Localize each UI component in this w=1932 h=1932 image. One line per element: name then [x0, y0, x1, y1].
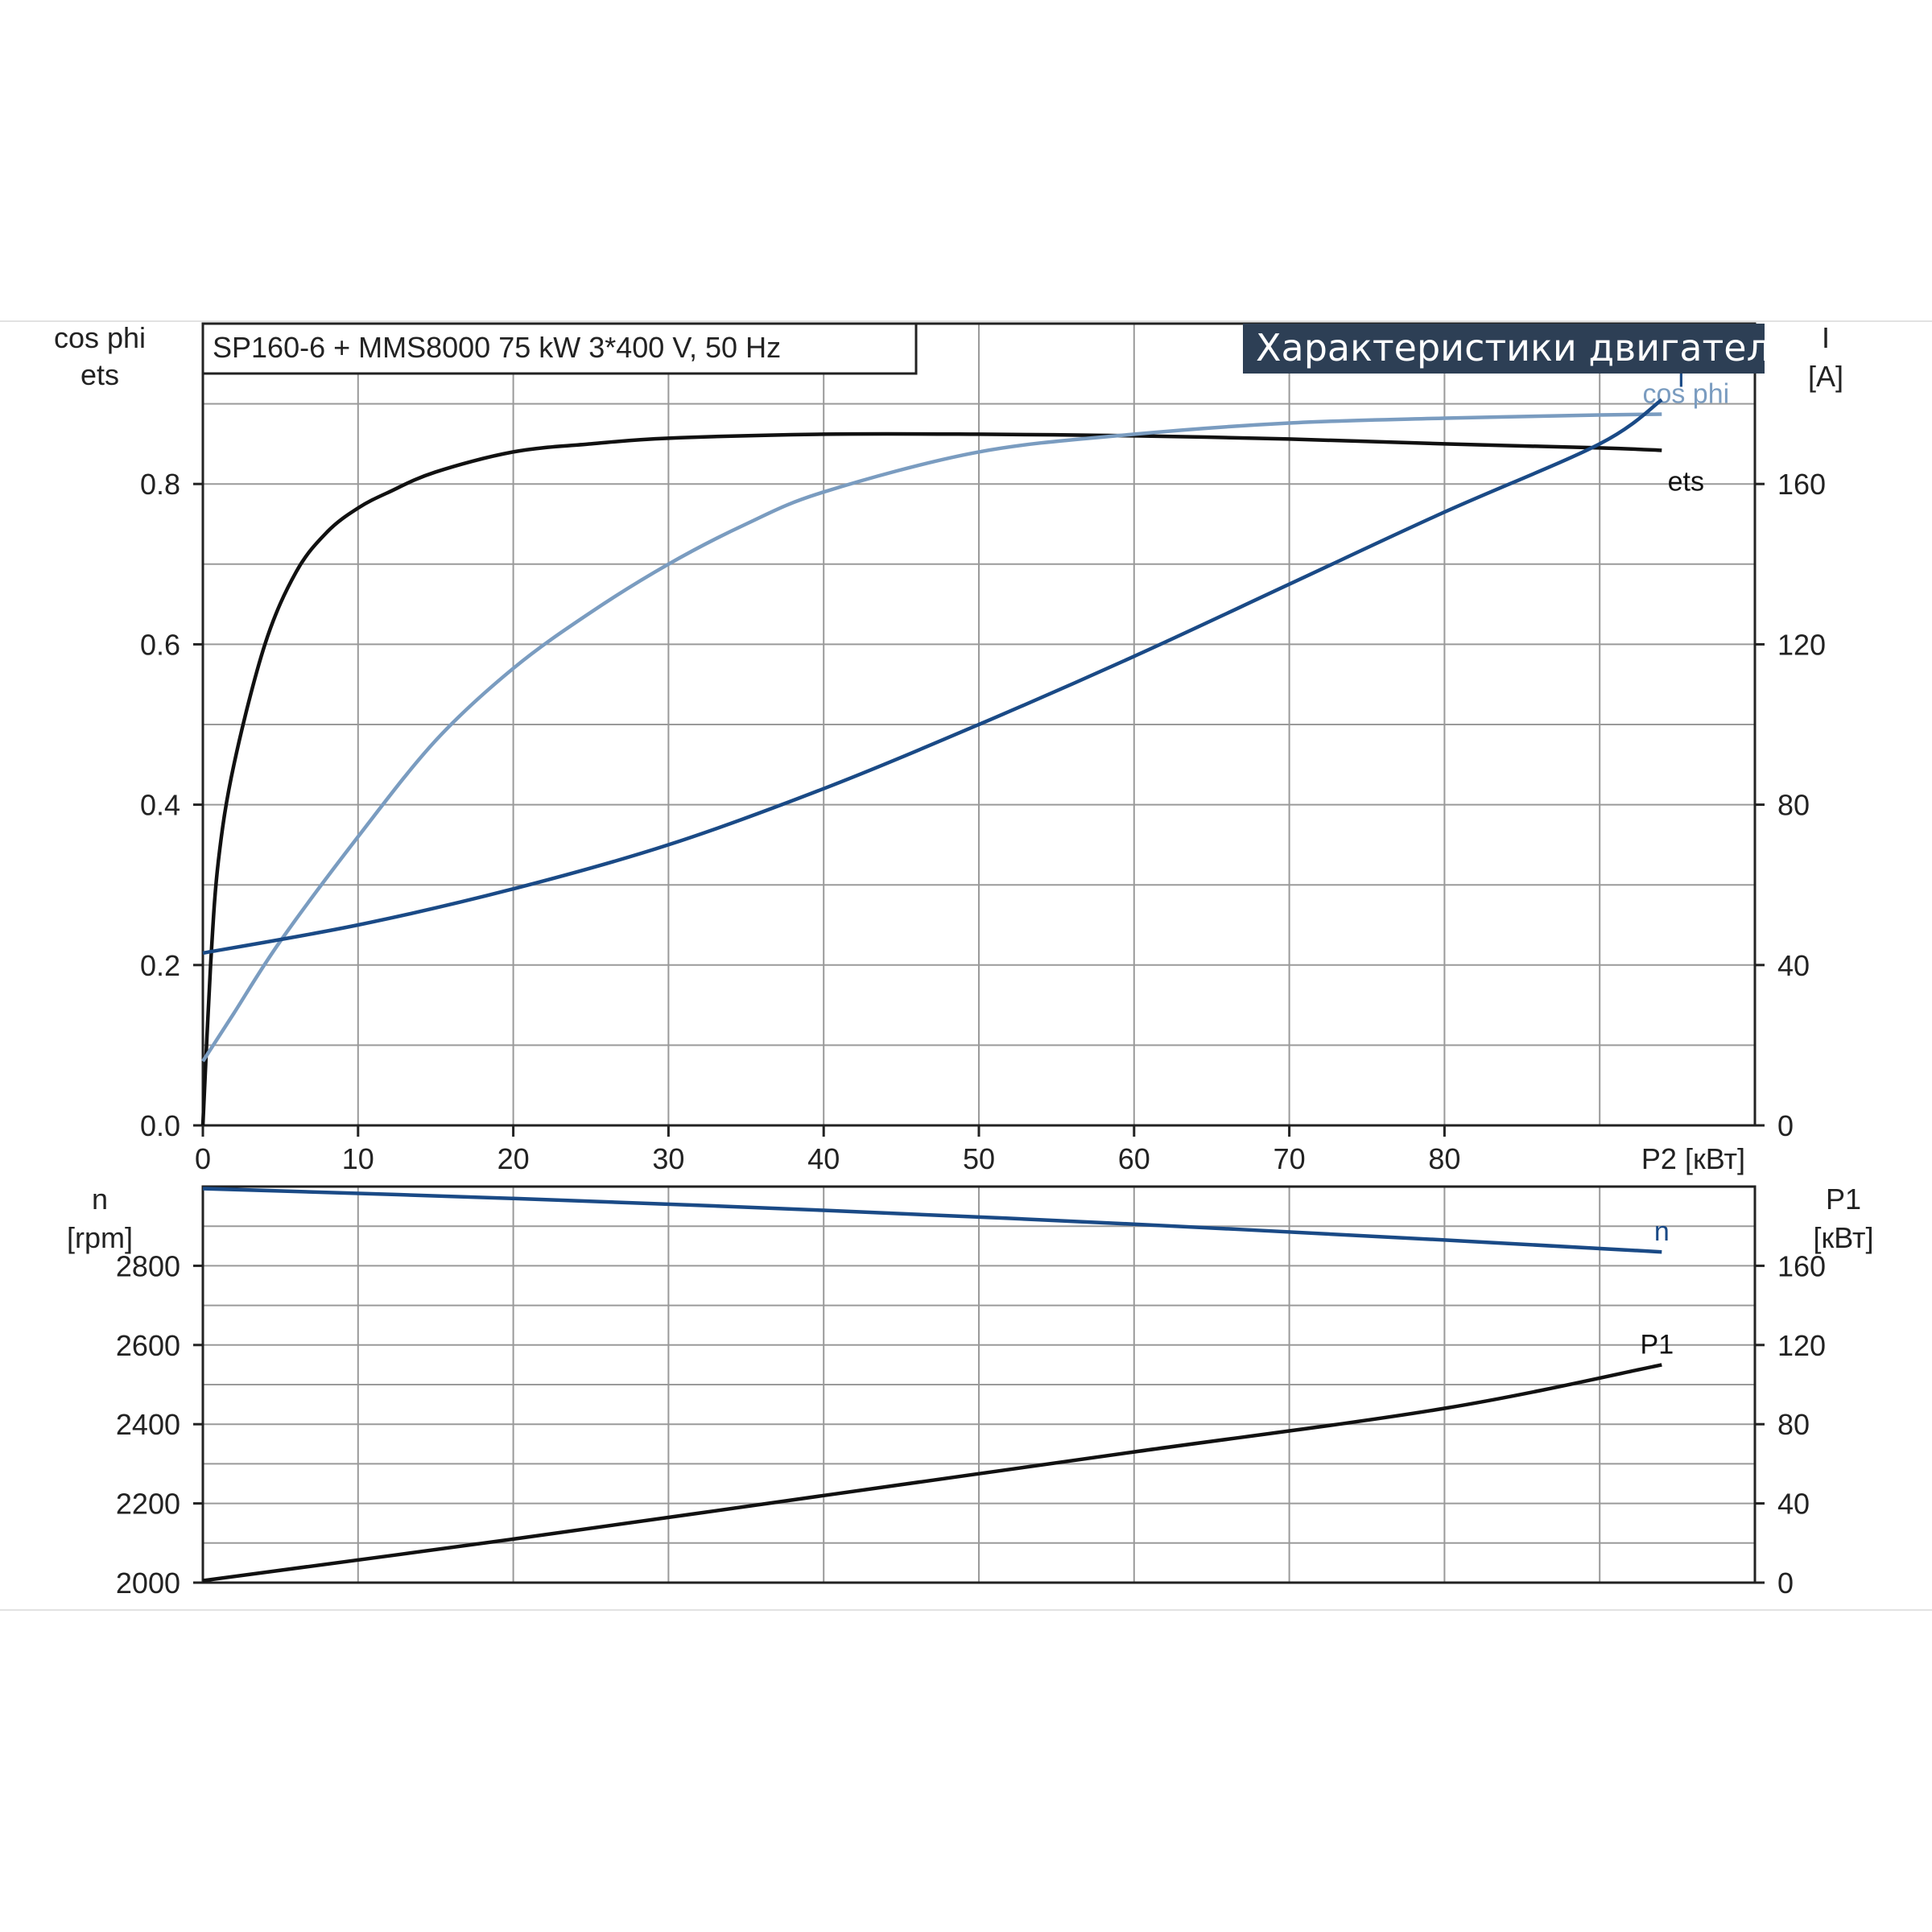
x-tick-label: 10	[342, 1142, 374, 1175]
left-tick-label: 0.4	[140, 789, 180, 822]
left-axis-label-line1: cos phi	[54, 321, 146, 354]
left-tick-label: 2400	[116, 1408, 180, 1441]
top-plot-grid	[203, 324, 1755, 1125]
right-tick-label: 120	[1777, 628, 1826, 661]
x-tick-label: 80	[1428, 1142, 1460, 1175]
x-tick-label: 30	[652, 1142, 684, 1175]
left-tick-label: 0.6	[140, 628, 180, 661]
bottom-plot-ticks: 2000 2200 2400 2600 2800 0 40 80 120 160	[116, 1249, 1826, 1600]
series-ets-label: ets	[1668, 466, 1704, 497]
series-ets-line	[200, 431, 1662, 1126]
bottom-plot-curves: n P1	[202, 1187, 1674, 1583]
left-tick-label: 2600	[116, 1329, 180, 1362]
top-plot-ticks: 0.0 0.2 0.4 0.6 0.8 0 40 80 120 160 0 10 20 30 40 50 60 7…	[140, 468, 1826, 1175]
right-tick-label: 160	[1777, 1249, 1826, 1282]
x-axis-label: P2 [кВт]	[1641, 1142, 1745, 1175]
left-tick-label: 0.8	[140, 468, 180, 501]
x-tick-label: 60	[1118, 1142, 1150, 1175]
left-tick-label: 0.0	[140, 1109, 180, 1142]
bottom-plot-grid	[203, 1187, 1755, 1583]
series-n-line	[202, 1187, 1662, 1254]
x-tick-label: 40	[807, 1142, 840, 1175]
x-tick-label: 50	[963, 1142, 995, 1175]
subtitle: SP160-6 + MMS8000 75 kW 3*400 V, 50 Hz	[213, 331, 781, 364]
n-axis-label-line2: [rpm]	[67, 1221, 133, 1254]
bottom-plot-frame	[201, 1185, 1757, 1584]
left-tick-label: 2200	[116, 1488, 180, 1521]
series-p1-label: P1	[1641, 1329, 1674, 1360]
subtitle-box	[201, 322, 918, 375]
banner-title: Характеристики двигателя	[1256, 326, 1793, 369]
right-tick-label: 80	[1777, 789, 1810, 822]
series-i-line	[202, 398, 1663, 956]
left-tick-label: 0.2	[140, 949, 180, 982]
p1-axis-label-line2: [кВт]	[1813, 1221, 1873, 1254]
series-i-label: I	[1678, 363, 1685, 394]
series-cos-phi-line	[201, 412, 1662, 1063]
banner-background	[1243, 324, 1765, 374]
left-axis-label-line2: ets	[80, 358, 119, 391]
x-tick-label: 20	[497, 1142, 530, 1175]
series-p1-line	[202, 1363, 1662, 1583]
p1-axis-label-line1: P1	[1826, 1183, 1861, 1216]
right-tick-label: 80	[1777, 1408, 1810, 1441]
right-tick-label: 40	[1777, 949, 1810, 982]
right-tick-label: 0	[1777, 1567, 1794, 1600]
right-tick-label: 40	[1777, 1488, 1810, 1521]
x-tick-label: 70	[1274, 1142, 1306, 1175]
right-tick-label: 0	[1777, 1109, 1794, 1142]
left-tick-label: 2800	[116, 1249, 180, 1282]
left-tick-label: 2000	[116, 1567, 180, 1600]
x-tick-label: 0	[195, 1142, 211, 1175]
right-axis-label-line1: I	[1822, 321, 1830, 354]
right-axis-label-line2: [A]	[1808, 360, 1843, 393]
right-tick-label: 120	[1777, 1329, 1826, 1362]
series-n-label: n	[1654, 1216, 1670, 1247]
n-axis-label-line1: n	[92, 1183, 108, 1216]
right-tick-label: 160	[1777, 468, 1826, 501]
